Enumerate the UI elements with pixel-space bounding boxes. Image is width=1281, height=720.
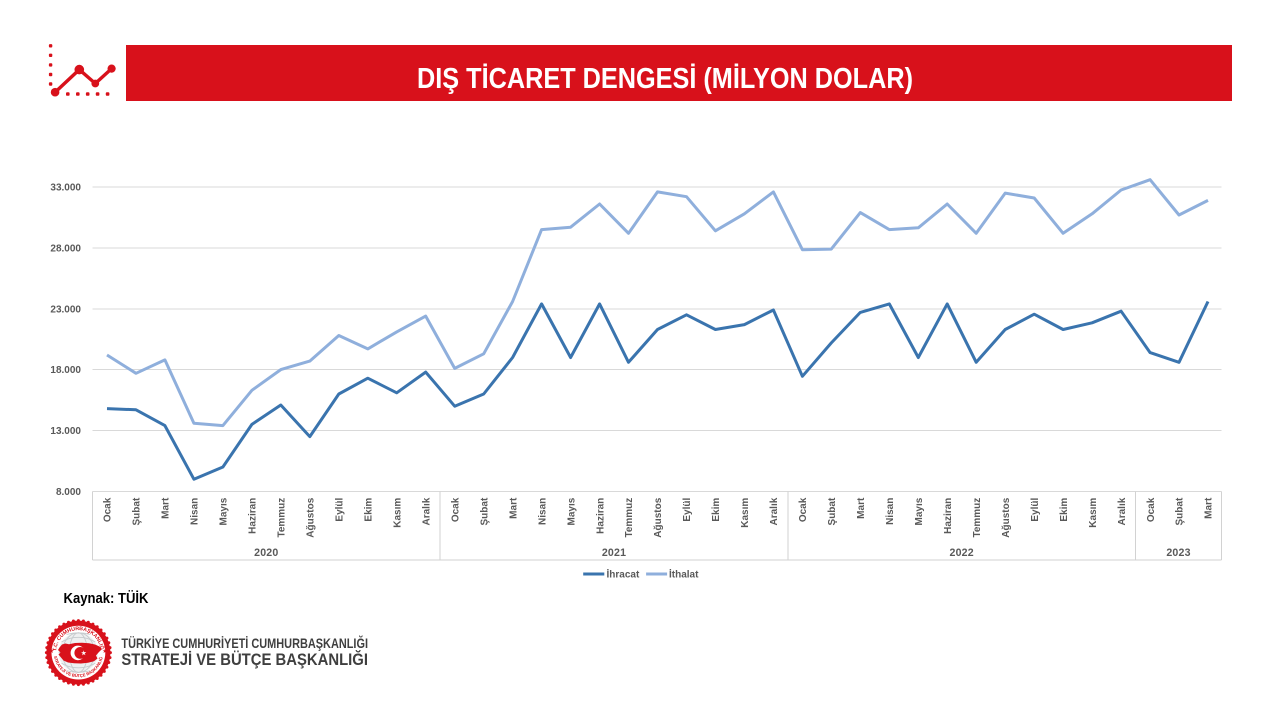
svg-text:Eylül: Eylül	[335, 497, 346, 521]
svg-text:Eylül: Eylül	[682, 497, 693, 521]
svg-text:Ocak: Ocak	[450, 497, 461, 522]
svg-text:Haziran: Haziran	[943, 498, 954, 534]
svg-text:Aralık: Aralık	[769, 497, 780, 525]
svg-text:Kasım: Kasım	[1088, 498, 1099, 528]
svg-text:Kaynak: TÜİK: Kaynak: TÜİK	[64, 590, 149, 607]
svg-text:18.000: 18.000	[50, 365, 81, 376]
svg-text:İthalat: İthalat	[669, 568, 699, 581]
svg-text:Nisan: Nisan	[190, 498, 201, 525]
svg-text:Mart: Mart	[161, 497, 172, 519]
svg-text:★: ★	[49, 648, 54, 655]
svg-text:STRATEJİ VE BÜTÇE BAŞKANLIĞI: STRATEJİ VE BÜTÇE BAŞKANLIĞI	[121, 650, 368, 669]
svg-text:2021: 2021	[602, 547, 626, 559]
svg-text:Mayıs: Mayıs	[566, 497, 577, 525]
svg-text:Şubat: Şubat	[479, 497, 490, 525]
svg-text:Temmuz: Temmuz	[972, 498, 983, 538]
svg-text:Mayıs: Mayıs	[219, 497, 230, 525]
svg-text:Ocak: Ocak	[1146, 497, 1157, 522]
svg-text:Temmuz: Temmuz	[624, 498, 635, 538]
svg-text:Şubat: Şubat	[1175, 497, 1186, 525]
svg-text:23.000: 23.000	[50, 304, 81, 315]
svg-text:2020: 2020	[254, 547, 278, 559]
svg-text:Mart: Mart	[508, 497, 519, 519]
svg-text:Nisan: Nisan	[885, 498, 896, 525]
svg-text:Temmuz: Temmuz	[277, 498, 288, 538]
svg-text:Ocak: Ocak	[103, 497, 114, 522]
svg-text:Ocak: Ocak	[798, 497, 809, 522]
svg-text:Aralık: Aralık	[1117, 497, 1128, 525]
svg-text:8.000: 8.000	[56, 487, 81, 498]
svg-text:28.000: 28.000	[50, 244, 81, 255]
svg-text:Kasım: Kasım	[392, 498, 403, 528]
svg-text:Ekim: Ekim	[1059, 498, 1070, 522]
svg-text:TÜRKİYE CUMHURİYETİ CUMHURBAŞK: TÜRKİYE CUMHURİYETİ CUMHURBAŞKANLIĞI	[121, 634, 368, 651]
svg-text:Şubat: Şubat	[132, 497, 143, 525]
svg-text:2023: 2023	[1166, 547, 1190, 559]
svg-text:Aralık: Aralık	[421, 497, 432, 525]
svg-text:Nisan: Nisan	[537, 498, 548, 525]
svg-text:Ekim: Ekim	[364, 498, 375, 522]
svg-text:★: ★	[102, 648, 107, 655]
svg-text:13.000: 13.000	[50, 426, 81, 437]
svg-text:Ekim: Ekim	[711, 498, 722, 522]
svg-text:Mayıs: Mayıs	[914, 497, 925, 525]
svg-text:Ağustos: Ağustos	[306, 497, 317, 537]
svg-text:Haziran: Haziran	[595, 498, 606, 534]
svg-text:Mart: Mart	[856, 497, 867, 519]
svg-text:DIŞ TİCARET DENGESİ (MİLYON DO: DIŞ TİCARET DENGESİ (MİLYON DOLAR)	[417, 63, 913, 95]
svg-text:İhracat: İhracat	[607, 568, 640, 581]
svg-text:2022: 2022	[950, 547, 974, 559]
svg-text:Kasım: Kasım	[740, 498, 751, 528]
svg-text:Eylül: Eylül	[1030, 497, 1041, 521]
svg-text:Ağustos: Ağustos	[1001, 497, 1012, 537]
svg-text:Mart: Mart	[1204, 497, 1215, 519]
svg-text:Ağustos: Ağustos	[653, 497, 664, 537]
svg-text:33.000: 33.000	[50, 183, 81, 194]
svg-text:Şubat: Şubat	[827, 497, 838, 525]
svg-text:Haziran: Haziran	[248, 498, 259, 534]
